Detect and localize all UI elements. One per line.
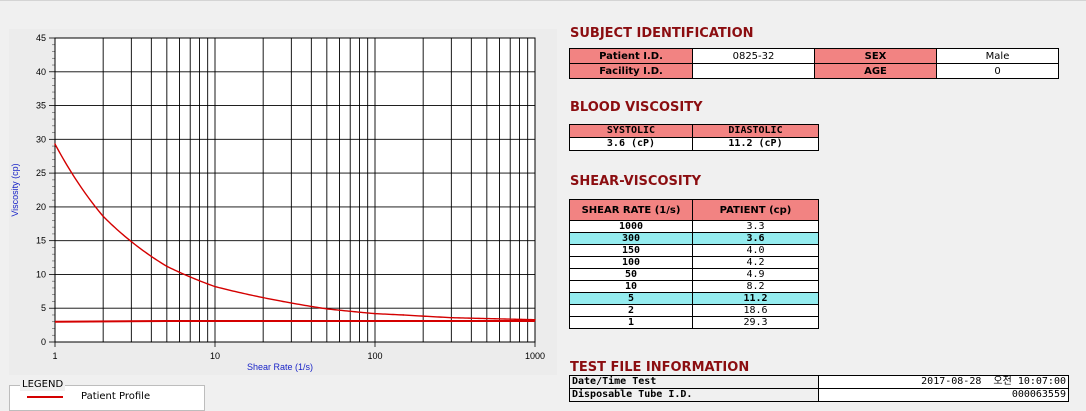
series-point [102,215,104,218]
diastolic-value: 11.2 (cP) [692,137,819,151]
y-tick-label: 35 [36,101,46,111]
series-point [54,143,56,145]
series-point [326,308,328,310]
datetime-value: 2017-08-28 오전 10:07:00 [818,375,1069,389]
shear-rate-cell: 10 [569,280,693,293]
age-label: AGE [814,63,937,79]
series-line-patient-profile [54,143,536,321]
shear-viscosity-title: SHEAR-VISCOSITY [570,174,701,189]
shear-rate-cell: 5 [569,292,693,305]
facility-id-value [692,63,815,79]
legend-line-swatch [27,396,63,398]
sex-label: SEX [814,48,937,64]
y-tick-label: 25 [36,168,46,178]
patient-id-value: 0825-32 [692,48,815,64]
shear-rate-cell: 300 [569,232,693,245]
series-point [214,285,216,288]
patient-viscosity-cell: 18.6 [692,304,819,317]
viscosity-chart-panel: 0 5 10 15 20 25 30 35 40 45 1 10 100 1000 Shear Rate (… [9,29,557,375]
patient-viscosity-cell: 8.2 [692,280,819,293]
tube-id-label: Disposable Tube I.D. [569,388,819,402]
shear-row: 10 8.2 [569,280,819,293]
systolic-value: 3.6 (cP) [569,137,693,151]
series-point [166,265,168,268]
shear-rate-cell: 1000 [569,220,693,233]
shear-row: 150 4.0 [569,244,819,257]
shear-rate-cell: 150 [569,244,693,257]
window-top-border [0,0,1086,1]
test-file-information-title: TEST FILE INFORMATION [570,360,750,375]
patient-viscosity-cell: 11.2 [692,292,819,305]
y-tick-label: 15 [36,236,46,246]
shear-row: 5 11.2 [569,292,819,305]
shear-rate-cell: 2 [569,304,693,317]
shear-row: 50 4.9 [569,268,819,281]
legend-title: LEGEND [20,379,66,391]
shear-rate-cell: 1 [569,316,693,329]
blood-viscosity-title: BLOOD VISCOSITY [570,100,703,115]
shear-row: 300 3.6 [569,232,819,245]
blood-viscosity-table: SYSTOLIC DIASTOLIC 3.6 (cP) 11.2 (cP) [569,124,819,151]
shear-viscosity-table: SHEAR RATE (1/s) PATIENT (cp) 1000 3.3 300… [569,199,819,329]
series-point [450,316,453,319]
age-value: 0 [936,63,1059,79]
shear-row: 100 4.2 [569,256,819,269]
shear-rate-header: SHEAR RATE (1/s) [569,199,693,221]
sex-value: Male [936,48,1059,64]
patient-viscosity-cell: 4.9 [692,268,819,281]
x-axis-label: Shear Rate (1/s) [247,362,313,372]
plot-frame [54,37,536,343]
subject-table: Patient I.D. 0825-32 SEX Male Facility I… [569,48,1059,79]
y-tick-label: 45 [36,33,46,43]
x-tick-label: 10 [210,351,220,361]
y-axis-label: Viscosity (cp) [10,163,20,216]
y-tick-label: 20 [36,202,46,212]
facility-id-label: Facility I.D. [569,63,693,79]
patient-header: PATIENT (cp) [692,199,819,221]
y-tick-label: 5 [41,303,46,313]
patient-viscosity-cell: 3.3 [692,220,819,233]
shear-row: 1000 3.3 [569,220,819,233]
series-line-baseline [54,320,535,323]
patient-viscosity-cell: 3.6 [692,232,819,245]
subject-identification-title: SUBJECT IDENTIFICATION [570,26,754,41]
shear-row: 1 29.3 [569,316,819,329]
tube-id-value: 000063559 [818,388,1069,402]
shear-row: 2 18.6 [569,304,819,317]
viscosity-chart: 0 5 10 15 20 25 30 35 40 45 1 10 100 1000 Shear Rate (… [10,33,545,372]
y-tick-label: 40 [36,67,46,77]
plot-area [55,38,535,342]
shear-rate-cell: 100 [569,256,693,269]
x-tick-label: 100 [367,351,382,361]
patient-viscosity-cell: 4.2 [692,256,819,269]
series-point [374,312,376,315]
patient-id-label: Patient I.D. [569,48,693,64]
y-tick-label: 30 [36,134,46,144]
patient-viscosity-cell: 4.0 [692,244,819,257]
x-tick-label: 1 [52,351,57,361]
diastolic-label: DIASTOLIC [692,124,819,138]
legend-box: LEGEND Patient Profile [9,379,205,411]
y-tick-label: 0 [41,337,46,347]
datetime-label: Date/Time Test [569,375,819,389]
test-file-table: Date/Time Test 2017-08-28 오전 10:07:00 Di… [569,375,1069,402]
systolic-label: SYSTOLIC [569,124,693,138]
y-tick-label: 10 [36,269,46,279]
legend-entry-label: Patient Profile [81,391,151,402]
x-tick-label: 1000 [525,351,545,361]
patient-viscosity-cell: 29.3 [692,316,819,329]
series-point [402,314,404,316]
shear-rate-cell: 50 [569,268,693,281]
